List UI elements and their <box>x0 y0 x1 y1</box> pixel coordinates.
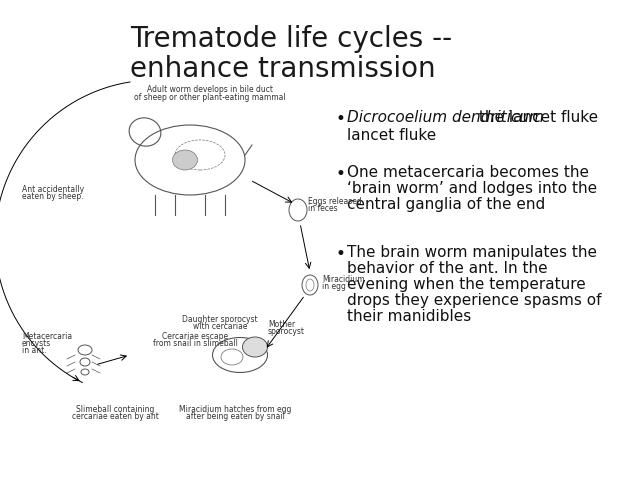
Text: of sheep or other plant-eating mammal: of sheep or other plant-eating mammal <box>134 93 286 102</box>
Text: Miracidium: Miracidium <box>322 275 365 284</box>
Text: sporocyst: sporocyst <box>268 327 305 336</box>
Text: lancet fluke: lancet fluke <box>347 128 436 143</box>
Ellipse shape <box>173 150 198 170</box>
Text: ‘brain worm’ and lodges into the: ‘brain worm’ and lodges into the <box>347 181 597 196</box>
Text: Trematode life cycles --: Trematode life cycles -- <box>130 25 452 53</box>
Text: central ganglia of the end: central ganglia of the end <box>347 197 545 212</box>
Text: with cercariae: with cercariae <box>193 322 247 331</box>
Text: eaten by sheep.: eaten by sheep. <box>22 192 83 201</box>
Text: Ant accidentally: Ant accidentally <box>22 185 84 194</box>
Text: evening when the temperature: evening when the temperature <box>347 277 586 292</box>
Text: cercariae eaten by ant: cercariae eaten by ant <box>72 412 159 421</box>
Text: •: • <box>335 110 345 128</box>
Text: Slimeball containing: Slimeball containing <box>76 405 154 414</box>
Text: Mother: Mother <box>268 320 295 329</box>
Text: Metacercaria: Metacercaria <box>22 332 72 341</box>
Text: Daughter sporocyst: Daughter sporocyst <box>182 315 258 324</box>
Text: Miracidium hatches from egg: Miracidium hatches from egg <box>179 405 291 414</box>
Text: One metacercaria becomes the: One metacercaria becomes the <box>347 165 589 180</box>
Text: •: • <box>335 245 345 263</box>
Text: The brain worm manipulates the: The brain worm manipulates the <box>347 245 597 260</box>
Text: their manidibles: their manidibles <box>347 309 471 324</box>
Text: in feces: in feces <box>308 204 338 213</box>
Text: drops they experience spasms of: drops they experience spasms of <box>347 293 602 308</box>
Text: behavior of the ant. In the: behavior of the ant. In the <box>347 261 548 276</box>
Text: •: • <box>335 165 345 183</box>
Text: the lancet fluke: the lancet fluke <box>474 110 598 125</box>
Text: from snail in slimeball: from snail in slimeball <box>152 339 237 348</box>
Ellipse shape <box>243 337 268 357</box>
Text: Cercariae escape: Cercariae escape <box>162 332 228 341</box>
Text: encysts: encysts <box>22 339 51 348</box>
Text: in egg: in egg <box>322 282 346 291</box>
Text: after being eaten by snail: after being eaten by snail <box>186 412 284 421</box>
Text: Dicrocoelium dendriticum: Dicrocoelium dendriticum <box>347 110 544 125</box>
Text: enhance transmission: enhance transmission <box>130 55 436 83</box>
Text: Adult worm develops in bile duct: Adult worm develops in bile duct <box>147 85 273 94</box>
Text: in ant.: in ant. <box>22 346 47 355</box>
Text: Eggs released: Eggs released <box>308 197 362 206</box>
